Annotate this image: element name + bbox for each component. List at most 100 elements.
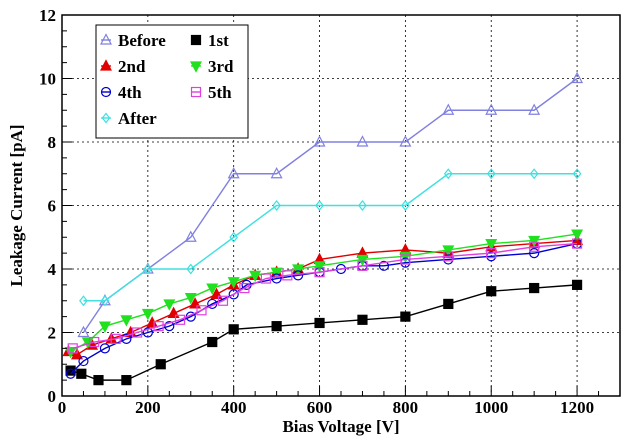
data-point [227,166,240,179]
data-point [571,229,584,241]
legend-label: 3rd [208,57,234,76]
data-point [442,245,455,257]
data-point [357,314,368,325]
data-point [272,200,281,211]
legend-item-4th: 4th [100,83,142,102]
data-point [93,375,104,386]
data-point [401,200,410,211]
x-tick-label: 200 [135,398,161,417]
data-point [443,251,454,262]
data-point [528,235,541,248]
series-layer [62,71,584,386]
data-point [399,135,412,147]
y-tick-label: 0 [48,387,57,406]
series-line [68,239,578,356]
data-point [314,267,325,278]
legend-marker [190,34,202,46]
data-point [378,260,390,271]
y-tick-label: 10 [39,70,56,89]
data-point [174,314,186,325]
data-point [485,239,498,251]
data-point [110,333,121,344]
data-point [76,368,87,379]
data-point [270,166,283,179]
data-point [65,365,76,376]
data-point [571,279,583,290]
data-point [89,336,100,348]
y-tick-label: 12 [39,6,56,25]
x-tick-label: 0 [58,398,67,417]
data-point [239,282,250,294]
axes: 0 200 400 600 800 1000 1200 0 2 4 6 8 10 12 [39,6,621,417]
data-point [227,277,240,289]
y-tick-label: 4 [48,260,57,279]
data-point [164,321,175,332]
series-2nd [62,233,584,360]
data-point [571,238,583,249]
data-point [249,270,262,283]
data-point [400,311,411,322]
data-point [228,324,239,335]
data-point [163,299,176,311]
legend-marker [100,86,112,98]
data-point [196,305,207,316]
data-point [132,327,143,338]
data-point [486,248,497,259]
series-3rd [64,229,584,359]
data-point [486,286,497,297]
data-point [358,200,367,211]
data-point [121,375,132,386]
data-point [528,103,541,115]
data-point [186,263,196,275]
data-point [67,343,78,354]
data-point [155,359,166,370]
data-point [143,263,153,275]
data-point [100,295,110,307]
legend-label: After [118,109,157,128]
legend-item-5th: 5th [190,83,232,102]
legend-label: 2nd [118,57,146,76]
data-point [292,270,304,281]
legend-item-2nd: 2nd [100,57,146,76]
data-point [184,230,197,242]
data-point [313,261,326,273]
data-point [77,325,90,338]
data-point [529,282,540,294]
data-point [98,321,111,333]
data-point [206,283,219,295]
x-tick-label: 1200 [560,398,594,417]
y-axis-title: Leakage Current [pA] [7,124,26,286]
data-point [356,254,369,267]
data-point [529,248,540,259]
data-point [121,333,132,344]
data-point [120,315,133,327]
y-tick-label: 8 [48,133,57,152]
data-point [356,135,369,147]
data-point [292,264,305,276]
legend-item-before: Before [100,31,166,50]
data-point [357,260,368,271]
data-point [572,168,582,180]
data-point [282,270,293,281]
data-point [141,308,154,321]
legend-marker [100,59,112,71]
legend-marker [190,61,202,73]
data-point [270,267,283,279]
data-point [184,292,197,305]
series-after [79,168,582,307]
data-point [99,343,111,354]
x-tick-label: 400 [221,398,247,417]
data-point [271,273,282,284]
legend-item-3rd: 3rd [190,57,234,76]
legend-label: 4th [118,83,142,102]
data-point [153,321,164,332]
x-tick-label: 1000 [474,398,508,417]
data-point [571,71,584,84]
legend-box [95,24,249,139]
data-point [142,327,153,338]
x-tick-label: 800 [393,398,419,417]
data-point [71,347,84,360]
data-point [529,241,540,252]
data-point [315,200,324,211]
